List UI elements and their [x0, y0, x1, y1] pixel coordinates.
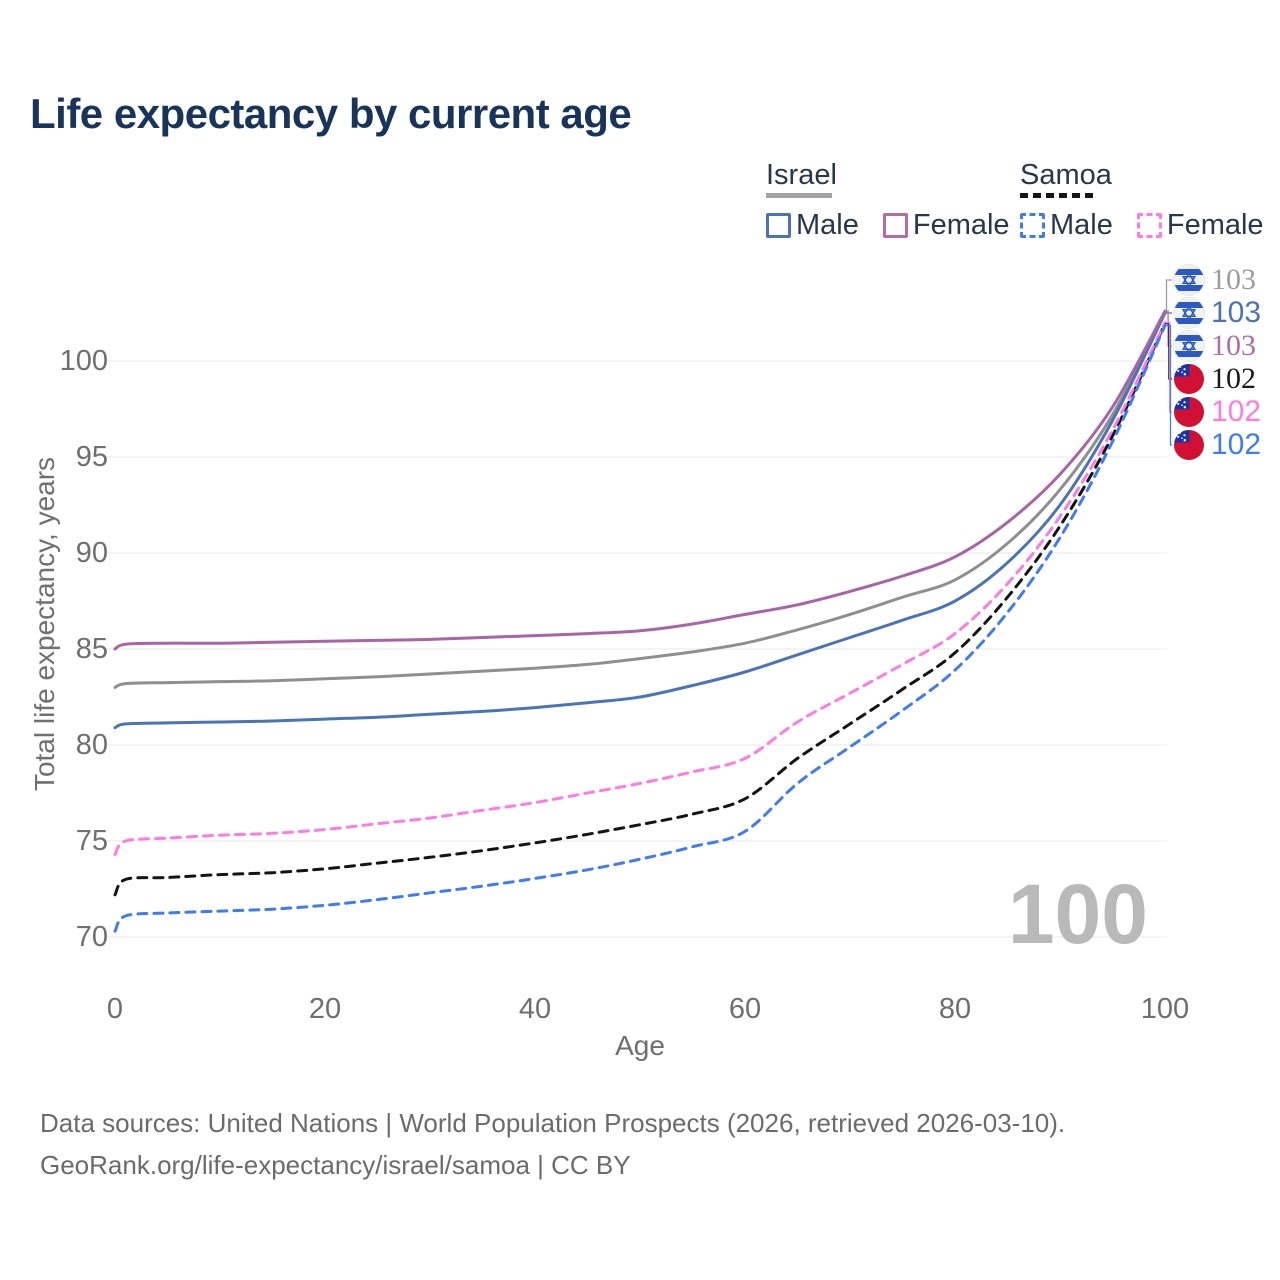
- israel-flag-icon: [1174, 298, 1204, 328]
- curve-samoa-female: [113, 321, 1167, 856]
- israel-flag: [1174, 265, 1204, 295]
- end-label-value: 102: [1211, 362, 1256, 395]
- samoa-male-swatch: [1020, 213, 1045, 238]
- age-watermark: 100: [1007, 867, 1148, 961]
- leader-samoa-male: [1165, 324, 1172, 446]
- legend-item-samoa-female: Female: [1136, 209, 1264, 242]
- israel-female-swatch: [882, 213, 908, 238]
- samoa-flag-icon: [1174, 430, 1204, 460]
- legend-label-israel-female: Female: [912, 209, 1010, 241]
- end-label-samoa-male: 102: [1174, 429, 1261, 461]
- israel-total-line-swatch: [766, 193, 832, 198]
- x-tick-0: 0: [106, 993, 124, 1025]
- israel-flag-icon: [1174, 265, 1204, 295]
- curve-israel-female: [113, 309, 1167, 651]
- curve-samoa-total: [113, 322, 1167, 897]
- end-label-israel-total: 103: [1174, 264, 1256, 296]
- y-tick-85: 85: [75, 633, 108, 665]
- x-tick-40: 40: [518, 993, 552, 1025]
- legend-label-israel-male: Male: [796, 209, 859, 241]
- page-title: Life expectancy by current age: [30, 90, 632, 137]
- samoa-flag-icon: [1174, 397, 1204, 427]
- end-label-value: 102: [1211, 428, 1262, 461]
- x-tick-100: 100: [1140, 993, 1190, 1025]
- x-tick-80: 80: [938, 993, 972, 1025]
- end-label-samoa-total: 102: [1174, 363, 1256, 395]
- end-label-value: 103: [1211, 329, 1256, 362]
- end-label-israel-male: 103: [1174, 297, 1261, 329]
- y-tick-75: 75: [75, 825, 108, 857]
- israel-flag-icon: [1174, 331, 1204, 361]
- samoa-flag: [1174, 430, 1204, 460]
- leader-israel-total: [1165, 279, 1172, 313]
- end-label-israel-female: 103: [1174, 330, 1256, 362]
- y-tick-90: 90: [75, 537, 108, 569]
- legend-title-israel: Israel: [766, 159, 837, 191]
- legend-label-samoa-male: Male: [1050, 209, 1113, 241]
- legend-item-israel-female: Female: [882, 209, 1010, 242]
- legend-title-samoa: Samoa: [1020, 159, 1112, 191]
- footer: Data sources: United Nations | World Pop…: [40, 1102, 1065, 1186]
- x-tick-60: 60: [728, 993, 762, 1025]
- samoa-flag-icon: [1174, 364, 1204, 394]
- samoa-total-line-swatch: [1020, 193, 1098, 198]
- legend-item-israel-male: Male: [766, 209, 859, 242]
- israel-male-swatch: [766, 213, 791, 238]
- samoa-female-swatch: [1136, 213, 1162, 238]
- y-tick-100: 100: [59, 345, 108, 377]
- end-label-value: 103: [1211, 296, 1262, 329]
- end-label-value: 103: [1211, 263, 1256, 296]
- x-tick-20: 20: [308, 993, 342, 1025]
- samoa-flag: [1174, 397, 1204, 427]
- y-tick-95: 95: [75, 441, 108, 473]
- y-tick-70: 70: [75, 921, 108, 953]
- footer-data-sources: Data sources: United Nations | World Pop…: [40, 1108, 1066, 1138]
- legend-group-samoa: Samoa Male Female: [1020, 160, 1264, 242]
- israel-flag: [1174, 298, 1204, 328]
- end-label-samoa-female: 102: [1174, 396, 1261, 428]
- legend-item-samoa-male: Male: [1020, 209, 1113, 242]
- footer-attribution: GeoRank.org/life-expectancy/israel/samoa…: [40, 1150, 631, 1180]
- curve-samoa-male: [113, 324, 1167, 933]
- x-axis-title: Age: [615, 1030, 665, 1061]
- end-label-value: 102: [1211, 395, 1262, 428]
- curve-israel-total: [113, 310, 1167, 689]
- curve-israel-male: [113, 311, 1167, 730]
- israel-flag: [1174, 331, 1204, 361]
- legend-label-samoa-female: Female: [1166, 209, 1264, 241]
- samoa-flag: [1174, 364, 1204, 394]
- legend-group-israel: Israel Male Female: [766, 160, 1010, 242]
- y-tick-80: 80: [75, 729, 108, 761]
